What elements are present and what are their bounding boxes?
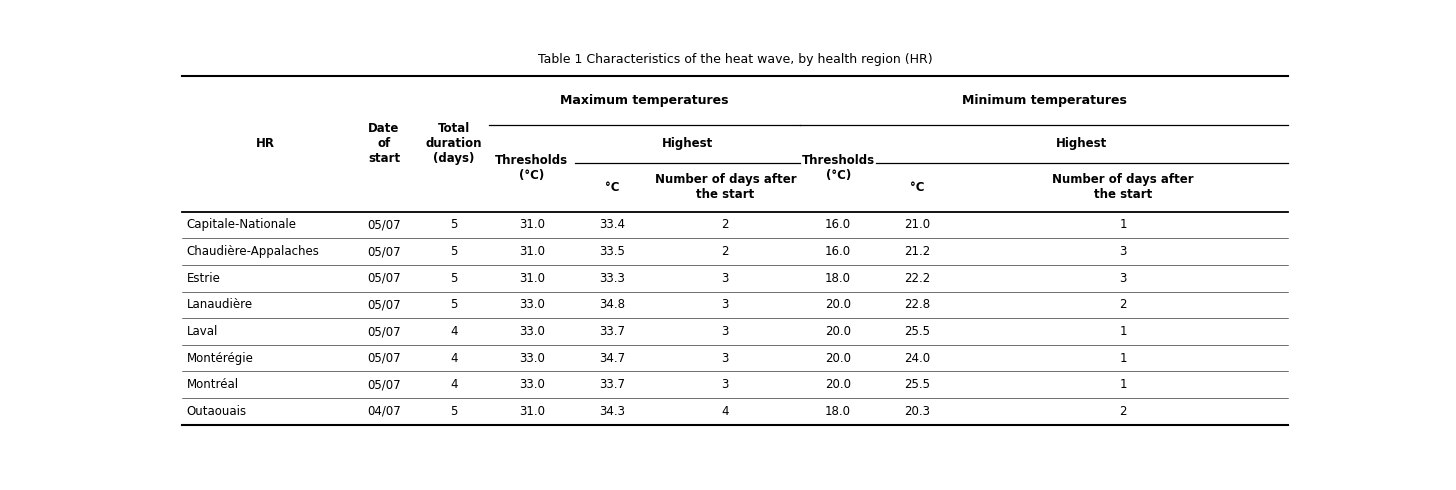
- Text: 05/07: 05/07: [367, 219, 400, 231]
- Text: 33.3: 33.3: [600, 272, 626, 285]
- Text: 22.2: 22.2: [904, 272, 930, 285]
- Text: Estrie: Estrie: [186, 272, 220, 285]
- Text: 31.0: 31.0: [518, 219, 545, 231]
- Text: 3: 3: [722, 272, 729, 285]
- Text: 33.0: 33.0: [518, 325, 545, 338]
- Text: Thresholds
(°C): Thresholds (°C): [495, 154, 568, 182]
- Text: °C: °C: [910, 181, 925, 194]
- Text: 33.7: 33.7: [600, 378, 626, 392]
- Text: Highest: Highest: [662, 137, 713, 150]
- Text: 25.5: 25.5: [904, 325, 930, 338]
- Text: 5: 5: [450, 245, 457, 258]
- Text: 5: 5: [450, 405, 457, 418]
- Text: 1: 1: [1120, 325, 1127, 338]
- Text: 3: 3: [1120, 272, 1127, 285]
- Text: Thresholds
(°C): Thresholds (°C): [802, 154, 875, 182]
- Text: 04/07: 04/07: [367, 405, 400, 418]
- Text: 21.0: 21.0: [904, 219, 930, 231]
- Text: 20.0: 20.0: [826, 352, 852, 365]
- Text: 05/07: 05/07: [367, 245, 400, 258]
- Text: 21.2: 21.2: [904, 245, 930, 258]
- Text: Chaudière-Appalaches: Chaudière-Appalaches: [186, 245, 319, 258]
- Text: 4: 4: [722, 405, 729, 418]
- Text: 25.5: 25.5: [904, 378, 930, 392]
- Text: 20.0: 20.0: [826, 325, 852, 338]
- Text: 5: 5: [450, 298, 457, 311]
- Text: 3: 3: [722, 298, 729, 311]
- Text: 3: 3: [722, 325, 729, 338]
- Text: 18.0: 18.0: [826, 405, 852, 418]
- Text: Lanaudière: Lanaudière: [186, 298, 253, 311]
- Text: 05/07: 05/07: [367, 325, 400, 338]
- Text: 16.0: 16.0: [826, 219, 852, 231]
- Text: Date
of
start: Date of start: [368, 122, 400, 165]
- Text: Number of days after
the start: Number of days after the start: [655, 173, 796, 201]
- Text: 05/07: 05/07: [367, 378, 400, 392]
- Text: Total
duration
(days): Total duration (days): [425, 122, 482, 165]
- Text: 2: 2: [722, 219, 729, 231]
- Text: Laval: Laval: [186, 325, 218, 338]
- Text: 1: 1: [1120, 352, 1127, 365]
- Text: 05/07: 05/07: [367, 352, 400, 365]
- Text: 3: 3: [722, 378, 729, 392]
- Text: 20.3: 20.3: [904, 405, 930, 418]
- Text: Outaouais: Outaouais: [186, 405, 246, 418]
- Text: 34.7: 34.7: [600, 352, 626, 365]
- Text: 4: 4: [450, 352, 457, 365]
- Text: 1: 1: [1120, 378, 1127, 392]
- Text: Montréal: Montréal: [186, 378, 239, 392]
- Text: 31.0: 31.0: [518, 405, 545, 418]
- Text: Maximum temperatures: Maximum temperatures: [561, 94, 729, 107]
- Text: 33.4: 33.4: [600, 219, 626, 231]
- Text: Montérégie: Montérégie: [186, 352, 253, 365]
- Text: 20.0: 20.0: [826, 298, 852, 311]
- Text: 2: 2: [722, 245, 729, 258]
- Text: 20.0: 20.0: [826, 378, 852, 392]
- Text: 33.0: 33.0: [518, 298, 545, 311]
- Text: 05/07: 05/07: [367, 298, 400, 311]
- Text: Highest: Highest: [1056, 137, 1108, 150]
- Text: 31.0: 31.0: [518, 272, 545, 285]
- Text: 4: 4: [450, 325, 457, 338]
- Text: 5: 5: [450, 219, 457, 231]
- Text: Number of days after
the start: Number of days after the start: [1053, 173, 1194, 201]
- Text: 33.5: 33.5: [600, 245, 626, 258]
- Text: 3: 3: [722, 352, 729, 365]
- Text: 16.0: 16.0: [826, 245, 852, 258]
- Text: 18.0: 18.0: [826, 272, 852, 285]
- Text: 24.0: 24.0: [904, 352, 930, 365]
- Text: HR: HR: [256, 137, 275, 150]
- Text: 33.0: 33.0: [518, 352, 545, 365]
- Text: °C: °C: [606, 181, 620, 194]
- Text: Table 1 Characteristics of the heat wave, by health region (HR): Table 1 Characteristics of the heat wave…: [537, 53, 932, 66]
- Text: Capitale-Nationale: Capitale-Nationale: [186, 219, 297, 231]
- Text: 5: 5: [450, 272, 457, 285]
- Text: 2: 2: [1120, 298, 1127, 311]
- Text: Minimum temperatures: Minimum temperatures: [961, 94, 1127, 107]
- Text: 34.3: 34.3: [600, 405, 626, 418]
- Text: 33.0: 33.0: [518, 378, 545, 392]
- Text: 31.0: 31.0: [518, 245, 545, 258]
- Text: 05/07: 05/07: [367, 272, 400, 285]
- Text: 2: 2: [1120, 405, 1127, 418]
- Text: 4: 4: [450, 378, 457, 392]
- Text: 1: 1: [1120, 219, 1127, 231]
- Text: 3: 3: [1120, 245, 1127, 258]
- Text: 22.8: 22.8: [904, 298, 930, 311]
- Text: 33.7: 33.7: [600, 325, 626, 338]
- Text: 34.8: 34.8: [600, 298, 626, 311]
